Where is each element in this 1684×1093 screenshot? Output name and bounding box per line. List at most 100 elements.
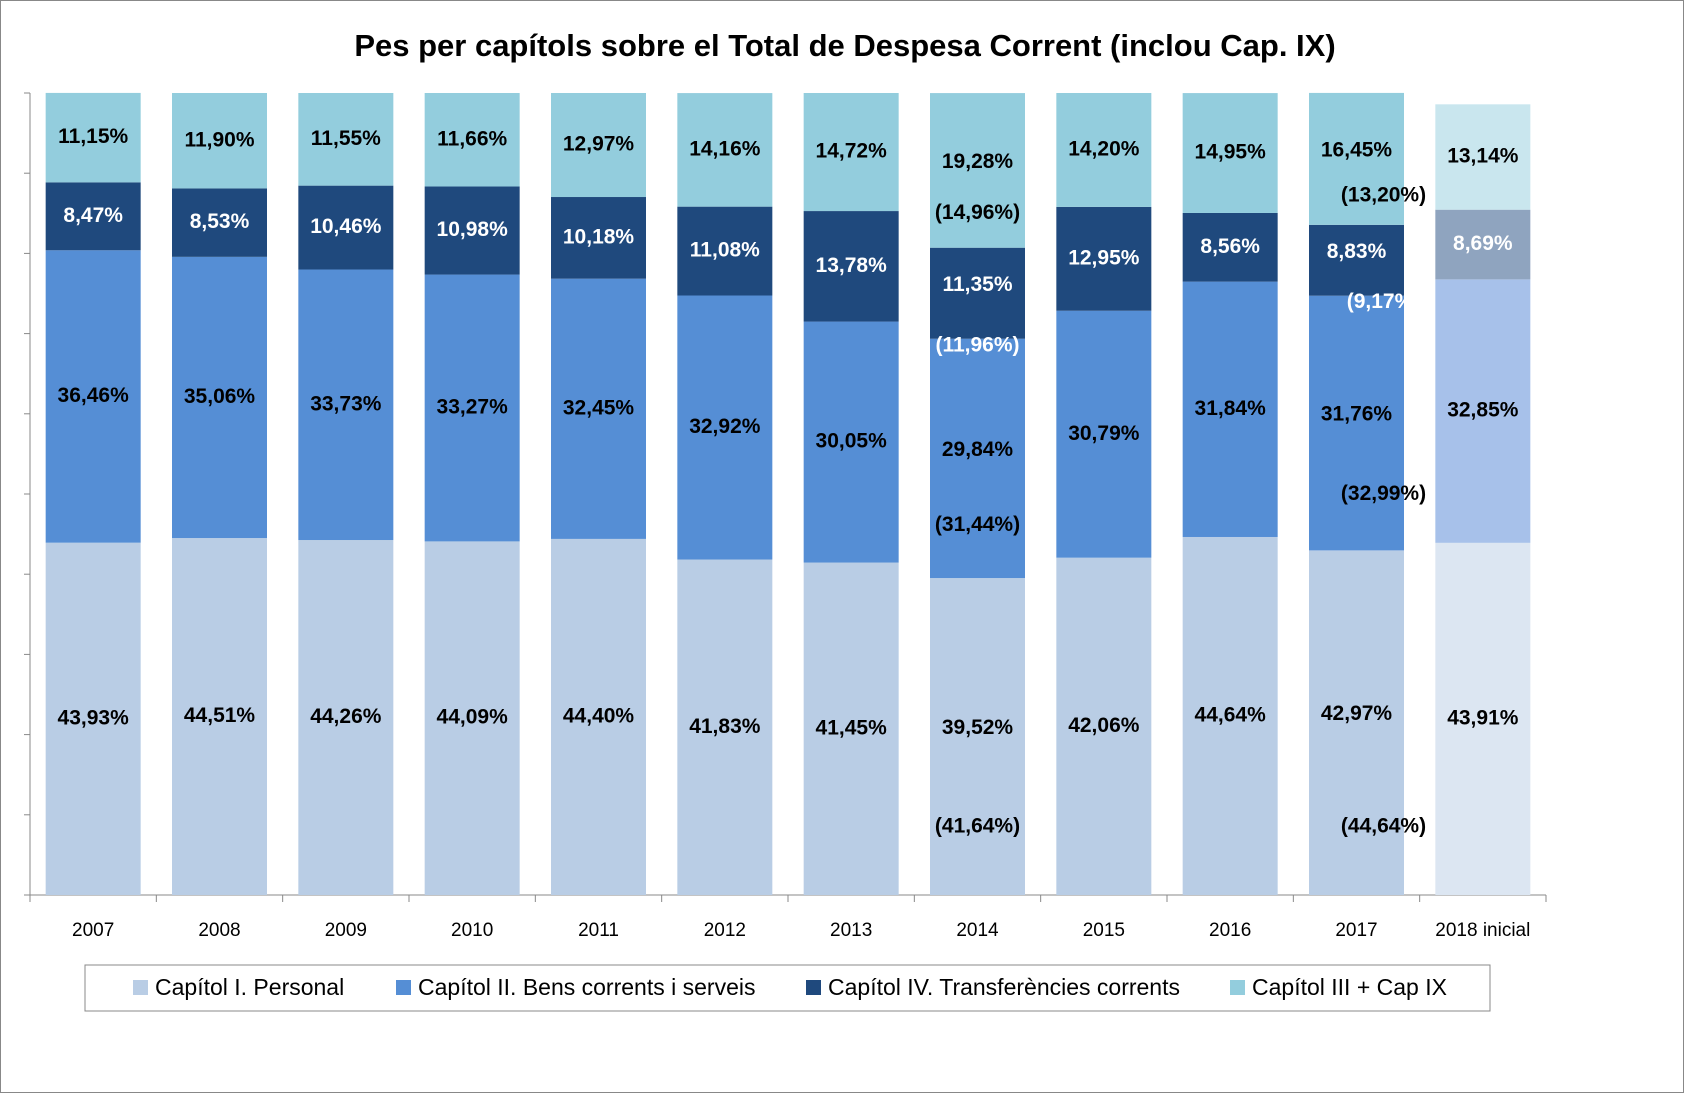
annotation: (11,96%) — [935, 333, 1019, 356]
bar-segment — [930, 93, 1025, 248]
bar-segment — [298, 269, 394, 541]
x-tick-label: 2015 — [1083, 920, 1125, 941]
value-label: 42,06% — [1068, 714, 1140, 737]
bar-segment — [424, 274, 520, 542]
x-tick-label: 2017 — [1335, 920, 1377, 941]
bar-segment — [298, 93, 394, 186]
value-label: 44,26% — [310, 705, 382, 728]
value-label: 12,95% — [1068, 246, 1140, 269]
legend-label: Capítol III + Cap IX — [1252, 974, 1447, 1000]
value-label: 10,98% — [437, 218, 509, 241]
x-tick-label: 2007 — [72, 920, 114, 941]
bar-segment — [551, 538, 646, 895]
x-tick-label: 2014 — [956, 920, 999, 941]
bar-segment — [803, 562, 899, 895]
bar-segment — [1182, 93, 1278, 213]
legend-swatch — [1230, 980, 1245, 995]
value-label: 30,79% — [1068, 422, 1140, 445]
value-label: 44,40% — [563, 705, 635, 728]
value-label: 14,72% — [816, 140, 888, 163]
bar-segment — [1056, 206, 1152, 311]
bar-segment — [45, 250, 141, 543]
x-tick-label: 2011 — [578, 920, 619, 941]
value-label: 19,28% — [942, 150, 1014, 173]
value-label: 11,90% — [184, 128, 254, 151]
value-label: 42,97% — [1321, 702, 1393, 725]
value-label: 13,14% — [1447, 145, 1519, 168]
x-tick-label: 2009 — [325, 920, 367, 941]
bar-segment — [172, 93, 267, 189]
bar-segment — [930, 338, 1025, 579]
bar-segment — [1435, 209, 1531, 280]
bar-segment — [803, 93, 899, 212]
value-label: 32,45% — [563, 396, 635, 419]
value-label: 11,55% — [311, 127, 381, 150]
bar-segment — [1182, 212, 1278, 282]
value-label: 32,92% — [689, 415, 761, 438]
value-label: 44,51% — [184, 704, 256, 727]
bar-segment — [1309, 92, 1404, 225]
annotation: (14,96%) — [935, 201, 1020, 224]
annotation: (13,20%) — [1341, 183, 1426, 206]
x-tick-label: 2018 inicial — [1435, 920, 1530, 941]
bar-segment — [424, 541, 520, 895]
legend-swatch — [396, 980, 411, 995]
value-label: 39,52% — [942, 716, 1014, 739]
bar-segment — [172, 538, 267, 895]
value-label: 30,05% — [816, 430, 888, 453]
legend-box — [84, 964, 1491, 1012]
bar-segment — [1182, 281, 1278, 537]
bar-segment — [677, 206, 773, 296]
chart-title: Pes per capítols sobre el Total de Despe… — [354, 28, 1335, 63]
value-label: 8,47% — [63, 204, 123, 227]
x-tick-label: 2016 — [1209, 920, 1251, 941]
bar-segment — [930, 578, 1025, 895]
value-label: 14,16% — [689, 137, 761, 160]
value-label: 10,46% — [310, 215, 382, 238]
bar-segment — [298, 540, 394, 895]
value-label: 32,85% — [1447, 399, 1519, 422]
bar-segment — [551, 93, 646, 198]
value-label: 11,15% — [58, 125, 128, 148]
value-label: 41,45% — [816, 716, 888, 739]
value-label: 16,45% — [1321, 138, 1393, 161]
x-tick-label: 2008 — [198, 920, 240, 941]
legend-label: Capítol IV. Transferències corrents — [828, 974, 1180, 1000]
value-label: 11,08% — [690, 239, 760, 262]
value-label: 33,27% — [437, 396, 509, 419]
bar-segment — [677, 295, 773, 560]
annotation: (31,44%) — [935, 513, 1020, 536]
bar-segment — [1435, 279, 1531, 543]
x-tick-label: 2010 — [451, 920, 493, 941]
value-label: 14,95% — [1195, 141, 1267, 164]
value-label: 43,91% — [1447, 706, 1519, 729]
value-label: 8,53% — [190, 210, 250, 233]
value-label: 14,20% — [1068, 137, 1140, 160]
value-label: 44,09% — [437, 706, 509, 729]
value-label: 31,76% — [1321, 403, 1393, 426]
bar-segment — [1056, 93, 1152, 207]
legend-label: Capítol II. Bens corrents i serveis — [418, 974, 755, 1000]
legend-swatch — [133, 980, 148, 995]
value-label: 43,93% — [58, 706, 130, 729]
bar-segment — [45, 92, 141, 183]
annotation: (41,64%) — [935, 815, 1020, 838]
annotation: (44,64%) — [1341, 815, 1426, 838]
bar-segment — [45, 542, 141, 895]
annotation: (32,99%) — [1341, 482, 1426, 505]
value-label: 41,83% — [689, 715, 761, 738]
annotation: (9,17%) — [1347, 290, 1421, 313]
value-label: 12,97% — [563, 133, 635, 156]
value-label: 11,35% — [942, 273, 1012, 296]
bar-segment — [1435, 104, 1531, 210]
bar-segment — [803, 321, 899, 563]
bar-segment — [1056, 557, 1152, 895]
bar-segment — [172, 188, 267, 257]
bar-segment — [424, 186, 520, 275]
value-label: 36,46% — [58, 384, 130, 407]
bar-segment — [1435, 542, 1531, 895]
value-label: 29,84% — [942, 438, 1014, 461]
bar-segment — [298, 185, 394, 270]
bar-segment — [45, 182, 141, 251]
